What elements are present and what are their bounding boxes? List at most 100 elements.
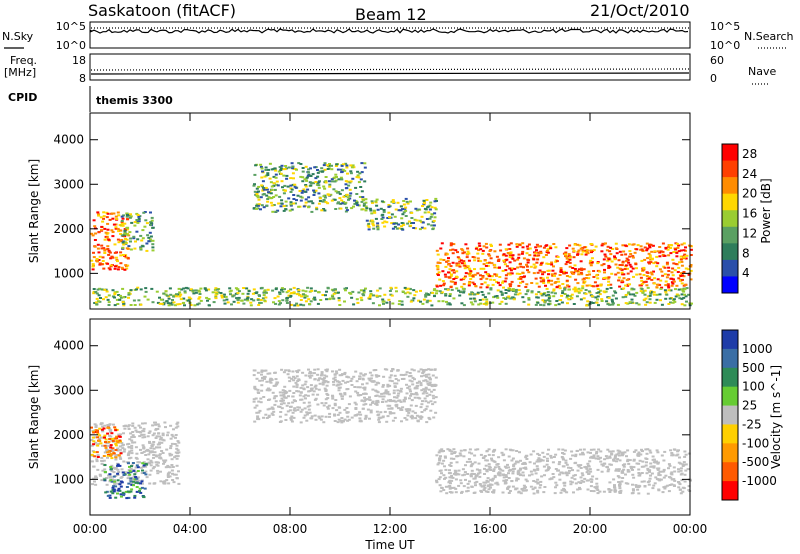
scatter-cell [129,215,133,218]
scatter-cell [405,392,409,395]
scatter-cell [106,494,110,497]
scatter-cell [486,480,490,483]
scatter-cell [511,296,515,299]
scatter-cell [539,262,543,265]
scatter-cell [581,285,585,288]
scatter-cell [308,376,312,379]
scatter-cell [134,471,138,474]
scatter-cell [562,465,566,468]
scatter-cell [433,295,436,298]
scatter-cell [626,469,630,471]
scatter-cell [617,259,621,262]
scatter-cell [473,481,477,484]
scatter-cell [280,180,284,183]
scatter-cell [522,467,526,470]
scatter-cell [284,200,288,203]
scatter-cell [175,457,179,460]
scatter-cell [353,199,356,202]
scatter-cell [390,222,394,225]
scatter-cell [117,471,121,473]
scatter-cell [507,455,511,458]
scatter-cell [614,469,618,472]
scatter-cell [310,182,314,185]
scatter-cell [267,414,271,417]
scatter-cell [272,397,276,400]
scatter-cell [474,285,478,288]
scatter-cell [386,404,390,407]
scatter-cell [583,246,587,249]
scatter-cell [554,260,558,263]
scatter-cell [544,254,548,256]
scatter-cell [490,457,493,460]
scatter-cell [572,474,576,477]
scatter-cell [508,267,512,270]
scatter-cell [565,247,569,250]
scatter-cell [316,403,320,406]
scatter-cell [541,451,545,454]
scatter-cell [679,462,683,465]
scatter-cell [129,248,133,251]
scatter-cell [528,247,532,250]
scatter-cell [261,180,265,183]
scatter-cell [536,301,540,304]
scatter-cell [559,267,563,270]
scatter-cell [429,201,433,204]
velocity-ytick-label: 2000 [53,428,84,442]
scatter-cell [364,392,368,395]
scatter-cell [124,256,128,259]
scatter-cell [664,474,668,477]
scatter-cell [108,268,112,271]
velocity-panel-bg [90,319,690,515]
scatter-cell [180,288,184,291]
scatter-cell [287,289,291,292]
scatter-cell [102,215,106,218]
scatter-cell [427,293,431,296]
scatter-cell [521,250,525,253]
scatter-cell [132,469,136,472]
scatter-cell [624,244,627,247]
scatter-cell [112,490,116,493]
scatter-cell [596,261,600,263]
scatter-cell [563,490,567,493]
scatter-cell [279,411,283,413]
scatter-cell [559,299,563,301]
scatter-cell [428,204,432,207]
scatter-cell [432,416,436,419]
scatter-cell [673,269,677,272]
scatter-cell [560,294,564,297]
scatter-cell [654,476,658,479]
scatter-cell [260,369,264,372]
scatter-cell [550,283,554,286]
scatter-cell [440,472,443,475]
scatter-cell [307,401,311,404]
scatter-cell [301,384,305,387]
scatter-cell [461,474,465,477]
scatter-cell [342,163,345,166]
scatter-cell [92,251,95,254]
scatter-cell [301,170,305,173]
scatter-cell [171,435,175,438]
scatter-cell [618,490,622,493]
scatter-cell [573,243,577,246]
scatter-cell [680,260,684,263]
scatter-cell [169,445,173,447]
scatter-cell [382,210,386,213]
scatter-cell [659,478,663,481]
scatter-cell [358,172,362,175]
scatter-cell [428,381,432,384]
scatter-cell [521,471,525,474]
scatter-cell [637,451,641,454]
scatter-cell [274,210,278,213]
scatter-cell [523,462,527,465]
scatter-cell [564,251,568,254]
scatter-cell [640,279,644,282]
scatter-cell [615,453,619,456]
scatter-cell [638,485,642,488]
scatter-cell [206,299,209,302]
scatter-cell [404,288,408,291]
scatter-cell [300,295,304,298]
scatter-cell [663,266,667,269]
scatter-cell [613,457,617,460]
scatter-cell [536,452,540,455]
scatter-cell [525,480,529,483]
